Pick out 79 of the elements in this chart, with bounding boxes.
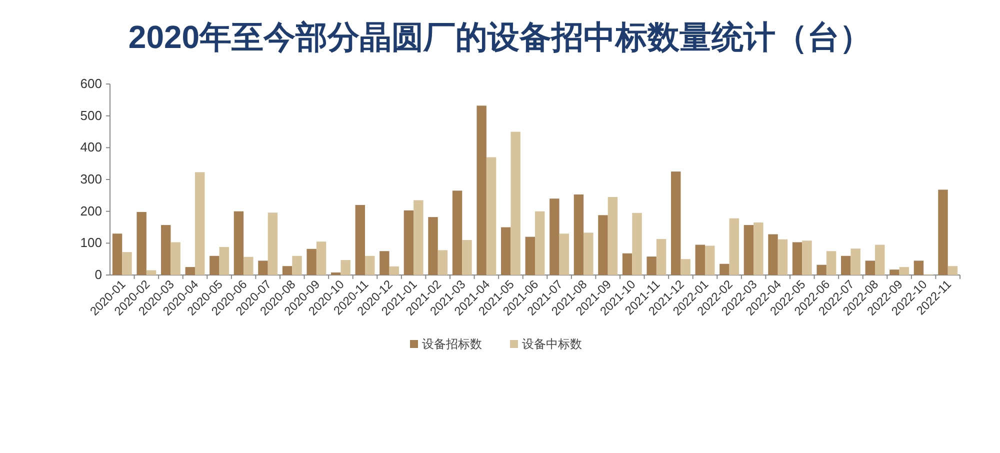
bar [146, 270, 156, 275]
bar [574, 194, 584, 275]
bar [510, 132, 520, 275]
bar [656, 239, 666, 275]
bar [476, 106, 486, 275]
bar [486, 157, 496, 275]
y-tick-label: 600 [80, 76, 102, 91]
bar [210, 256, 220, 275]
legend-label: 设备招标数 [422, 337, 482, 351]
bar [414, 200, 424, 275]
y-tick-label: 400 [80, 140, 102, 155]
bar [632, 212, 642, 275]
bar [792, 242, 802, 275]
bar [680, 259, 690, 275]
bar [340, 260, 350, 275]
bar [112, 234, 122, 275]
bar [948, 266, 958, 275]
bar [646, 256, 656, 275]
bar [841, 256, 851, 275]
bar [608, 197, 618, 275]
bar [778, 239, 788, 275]
bar [462, 240, 472, 275]
bar [501, 227, 511, 275]
y-tick-label: 300 [80, 172, 102, 186]
bar [428, 217, 438, 275]
bar [355, 204, 365, 275]
bar [380, 251, 390, 275]
bar [695, 244, 705, 275]
bar [268, 212, 278, 275]
bar [195, 172, 205, 275]
bar [525, 236, 535, 275]
bar [122, 252, 132, 275]
bar [729, 218, 739, 275]
bar [890, 270, 900, 275]
bar [559, 234, 569, 275]
bar [816, 264, 826, 275]
chart-title: 2020年至今部分晶圆厂的设备招中标数量统计（台） [128, 19, 872, 55]
y-tick-label: 500 [80, 108, 102, 123]
bar [365, 256, 375, 275]
bar [899, 267, 909, 275]
bar [768, 234, 778, 275]
bar [598, 215, 608, 275]
bar [914, 260, 924, 275]
bar [244, 256, 254, 275]
bar [452, 190, 462, 275]
bar [826, 251, 836, 275]
y-tick-label: 200 [80, 203, 102, 218]
bar [316, 242, 326, 275]
bar [744, 225, 754, 275]
bar [185, 267, 195, 275]
bar [389, 266, 399, 275]
bar [161, 225, 171, 275]
bar [850, 248, 860, 275]
bar [622, 253, 632, 275]
bar [331, 272, 341, 275]
y-tick-label: 0 [94, 267, 102, 282]
bar [170, 242, 180, 275]
bar [875, 244, 885, 275]
bar [438, 250, 448, 275]
bar [720, 264, 730, 275]
bar [404, 210, 414, 275]
bar [306, 248, 316, 275]
bar [535, 211, 545, 275]
bar [219, 246, 229, 275]
bar [136, 212, 146, 275]
bar [802, 240, 812, 275]
y-tick-label: 100 [80, 235, 102, 250]
bar [671, 172, 681, 275]
bar [584, 232, 594, 275]
bar [234, 211, 244, 275]
bar [938, 190, 948, 275]
bar [258, 260, 268, 275]
legend-label: 设备中标数 [522, 337, 582, 351]
bar [282, 266, 292, 275]
bar [865, 260, 875, 275]
bar [754, 222, 764, 275]
bar [292, 256, 302, 275]
bar [550, 198, 560, 275]
bar [705, 246, 715, 275]
